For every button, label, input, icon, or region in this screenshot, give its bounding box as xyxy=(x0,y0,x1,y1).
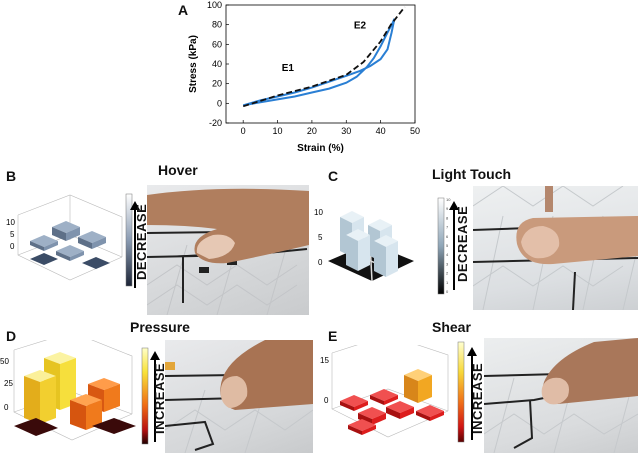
z-tick-label: 0 xyxy=(318,258,323,267)
shear-bar-plot: 15 0 xyxy=(320,345,449,438)
colorbar-tick-label: 1 xyxy=(446,280,449,285)
colorbar-tick-label: 8 xyxy=(446,215,449,220)
x-tick-label: 10 xyxy=(273,126,283,136)
increase-arrow-icon xyxy=(467,347,477,440)
plot-frame xyxy=(225,4,416,124)
y-tick-label: 60 xyxy=(212,39,222,49)
light-touch-bar-plot: 10 5 0 xyxy=(314,208,414,282)
z-tick-label: 0 xyxy=(10,242,15,251)
z-tick-label: 5 xyxy=(318,233,323,242)
panel-d-letter: D xyxy=(6,328,17,344)
stress-strain-chart: 0 10 20 30 40 50 -20 0 20 40 60 80 100 Strain (%) Stre… xyxy=(188,0,420,154)
colorbar-tick-label: 6 xyxy=(446,234,449,239)
shear-scale-label: INCREASE xyxy=(470,362,485,434)
touch-bar xyxy=(374,235,398,277)
shear-colorbar xyxy=(457,341,465,443)
modulus-annotation: E1 xyxy=(282,63,295,74)
pressure-colorbar xyxy=(141,347,149,445)
colorbar-tick-label: 2 xyxy=(446,271,449,276)
panel-a-letter: A xyxy=(178,2,189,18)
hover-bar xyxy=(78,231,106,249)
hover-bar-plot: 10 5 0 xyxy=(6,194,123,281)
panel-c-title: Light Touch xyxy=(432,166,512,182)
z-tick-label: 50 xyxy=(0,357,9,366)
z-tick-label: 0 xyxy=(324,396,329,405)
pressure-bar xyxy=(70,394,102,430)
pressure-base-tile xyxy=(92,418,136,434)
pressure-bar-plot: 50 25 0 xyxy=(0,340,136,441)
shear-bar xyxy=(416,405,444,421)
y-tick-label: -20 xyxy=(209,118,222,128)
pressure-photo xyxy=(165,340,313,453)
y-axis-label: Stress (kPa) xyxy=(188,35,199,93)
y-tick-label: 20 xyxy=(212,79,222,89)
x-tick-label: 30 xyxy=(341,126,351,136)
pressure-base-tile xyxy=(14,418,58,436)
colorbar-tick-label: 5 xyxy=(446,243,449,248)
y-tick-label: 0 xyxy=(217,98,222,108)
hover-bar xyxy=(30,235,58,251)
hover-colorbar xyxy=(125,193,133,287)
shear-bar xyxy=(348,419,376,435)
hover-photo xyxy=(147,185,309,315)
x-tick-label: 50 xyxy=(410,126,420,136)
panel-c-letter: C xyxy=(328,168,339,184)
z-tick-label: 15 xyxy=(320,356,329,365)
hover-bar xyxy=(56,245,84,261)
y-tick-label: 100 xyxy=(207,0,222,10)
x-tick-label: 20 xyxy=(307,126,317,136)
x-tick-label: 40 xyxy=(376,126,386,136)
shear-bar xyxy=(386,401,414,419)
pressure-bar xyxy=(24,370,56,424)
panel-b-title: Hover xyxy=(158,162,198,178)
shear-bar xyxy=(404,369,432,403)
panel-e-title: Shear xyxy=(432,319,471,335)
y-tick-label: 40 xyxy=(212,59,222,69)
y-tick-label: 80 xyxy=(212,20,222,30)
fit-line xyxy=(242,6,406,108)
touch-bar xyxy=(346,229,370,271)
z-tick-label: 0 xyxy=(4,403,9,412)
z-tick-label: 25 xyxy=(4,379,13,388)
light-touch-scale-label: DECREASE xyxy=(455,205,470,282)
panel-d-title: Pressure xyxy=(130,319,190,335)
hover-bar xyxy=(52,221,80,241)
panel-b-letter: B xyxy=(6,168,17,184)
z-tick-label: 10 xyxy=(6,218,15,227)
increase-arrow-icon xyxy=(150,351,160,442)
light-touch-photo xyxy=(473,186,638,310)
shear-bar xyxy=(370,389,398,405)
decrease-arrow-icon xyxy=(449,201,459,290)
decrease-arrow-icon xyxy=(130,201,140,288)
modulus-annotation: E2 xyxy=(354,21,367,32)
hover-base-tile xyxy=(30,253,58,265)
shear-photo xyxy=(484,338,638,453)
z-tick-label: 10 xyxy=(314,208,323,217)
colorbar-tick-label: 10 xyxy=(446,197,451,202)
z-tick-label: 5 xyxy=(10,230,15,239)
colorbar-tick-label: 3 xyxy=(446,261,449,266)
shear-bar xyxy=(340,395,368,411)
colorbar-tick-label: 0 xyxy=(446,289,449,294)
x-tick-label: 0 xyxy=(241,126,246,136)
hysteresis-curve xyxy=(242,18,396,107)
colorbar-tick-label: 7 xyxy=(446,225,449,230)
panel-e-letter: E xyxy=(328,328,338,344)
colorbar-tick-label: 9 xyxy=(446,206,449,211)
hover-base-tile xyxy=(82,257,110,269)
hover-bars xyxy=(30,221,110,269)
x-axis-label: Strain (%) xyxy=(297,143,344,154)
colorbar-tick-label: 4 xyxy=(446,252,449,257)
